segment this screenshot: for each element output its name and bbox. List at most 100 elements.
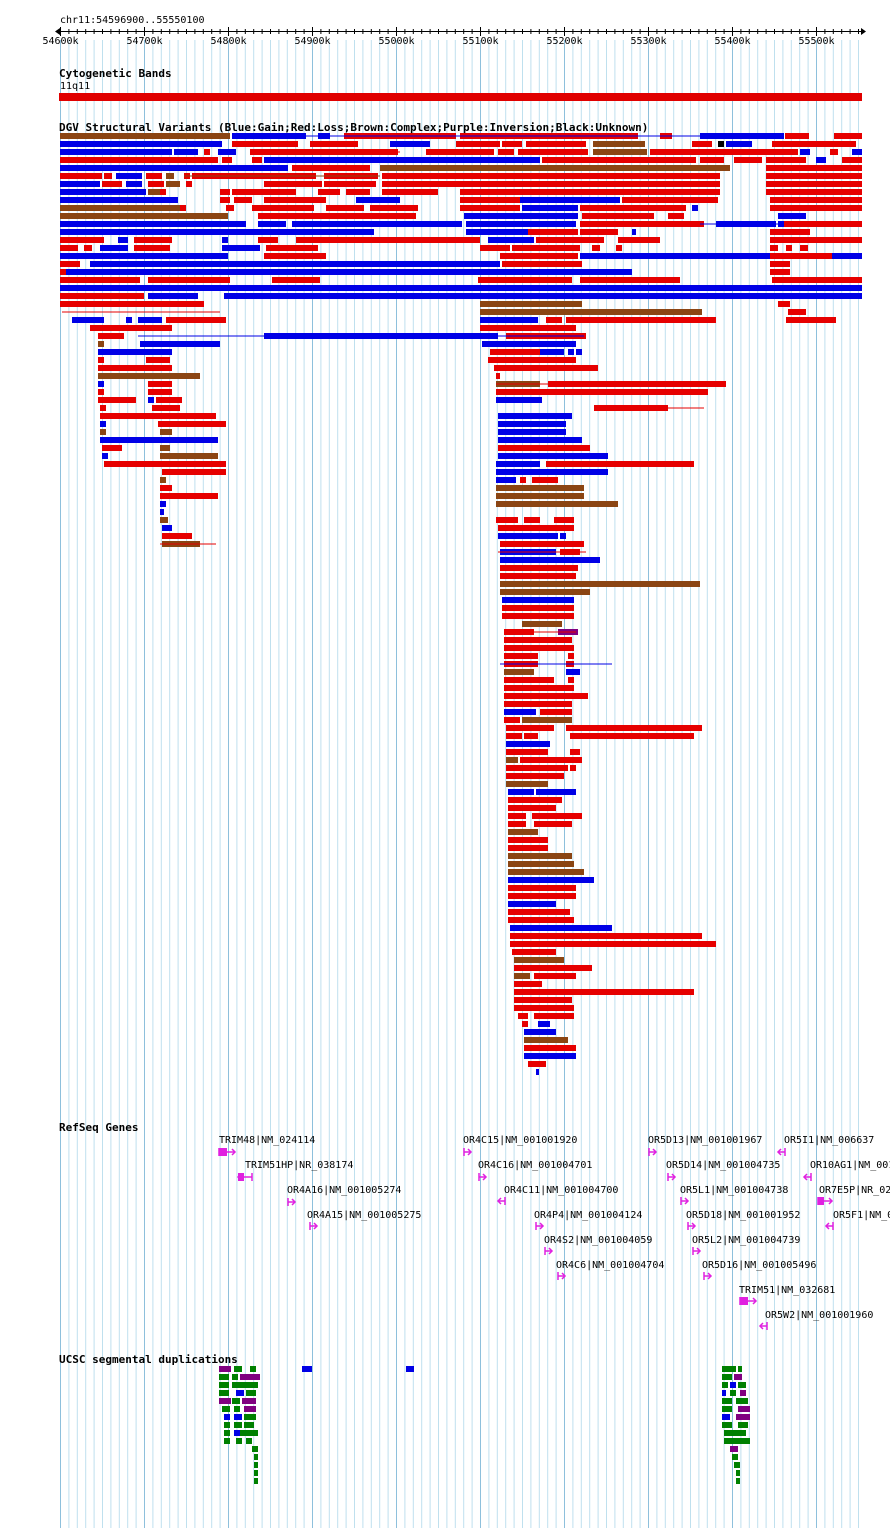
variant-bar bbox=[522, 1021, 528, 1027]
gene-label[interactable]: TRIM48|NM_024114 bbox=[219, 1135, 316, 1146]
variant-bar bbox=[90, 325, 172, 331]
variant-bar bbox=[60, 269, 66, 275]
gene-label[interactable]: TRIM51HP|NR_038174 bbox=[245, 1160, 354, 1171]
variant-bar bbox=[60, 293, 144, 299]
ruler-tick-label: 55200k bbox=[546, 36, 582, 47]
variant-bar bbox=[104, 461, 226, 467]
variant-bar bbox=[220, 189, 230, 195]
variant-bar bbox=[72, 317, 104, 323]
segdup-block bbox=[724, 1438, 750, 1444]
gene-label[interactable]: OR5D13|NM_001001967 bbox=[648, 1135, 763, 1146]
segdup-block bbox=[302, 1366, 312, 1372]
variant-bar bbox=[568, 653, 574, 659]
variant-bar bbox=[526, 141, 586, 147]
variant-bar bbox=[568, 677, 574, 683]
variant-bar bbox=[508, 829, 538, 835]
variant-bar bbox=[852, 149, 862, 155]
variant-bar bbox=[536, 237, 604, 243]
segdup-block bbox=[734, 1374, 742, 1380]
segdup-block bbox=[738, 1366, 742, 1372]
variant-bar bbox=[162, 525, 172, 531]
segdup-block bbox=[406, 1366, 414, 1372]
variant-bar bbox=[272, 277, 320, 283]
gene-label[interactable]: OR5L2|NM_001004739 bbox=[692, 1235, 801, 1246]
variant-bar bbox=[770, 229, 810, 235]
variant-bar bbox=[506, 725, 530, 731]
gene-label[interactable]: OR5D18|NM_001001952 bbox=[686, 1210, 801, 1221]
gene-label[interactable]: OR4C16|NM_001004701 bbox=[478, 1160, 593, 1171]
variant-bar bbox=[520, 197, 620, 203]
variant-bar bbox=[98, 381, 104, 387]
gene-glyph bbox=[703, 1272, 713, 1280]
gene-label[interactable]: OR5I1|NM_006637 bbox=[784, 1135, 875, 1146]
gene-label[interactable]: OR4A15|NM_001005275 bbox=[307, 1210, 422, 1221]
gene-label[interactable]: OR5F1|NM_0 bbox=[833, 1210, 890, 1221]
variant-bar bbox=[504, 669, 534, 675]
variant-bar bbox=[534, 821, 572, 827]
variant-bar bbox=[524, 733, 538, 739]
gene-label[interactable]: OR4S2|NM_001004059 bbox=[544, 1235, 653, 1246]
segdup-block bbox=[738, 1406, 750, 1412]
gene-label[interactable]: OR5D16|NM_001005496 bbox=[702, 1260, 817, 1271]
variant-bar bbox=[66, 269, 632, 275]
cytoband-label: 11q11 bbox=[60, 81, 91, 92]
variant-bar bbox=[512, 949, 556, 955]
cytoband-11q11[interactable] bbox=[59, 93, 862, 101]
segdup-block bbox=[738, 1422, 748, 1428]
gene-label[interactable]: OR4C6|NM_001004704 bbox=[556, 1260, 665, 1271]
variant-bar bbox=[498, 533, 558, 539]
variant-bar bbox=[496, 389, 708, 395]
ruler-tick-label: 54600k bbox=[42, 36, 78, 47]
gene-label[interactable]: OR4C11|NM_001004700 bbox=[504, 1185, 619, 1196]
refseq-track-title: RefSeq Genes bbox=[59, 1121, 139, 1134]
gene-label[interactable]: OR4P4|NM_001004124 bbox=[534, 1210, 643, 1221]
variant-bar bbox=[480, 309, 702, 315]
variant-bar bbox=[778, 213, 806, 219]
gene-label[interactable]: OR7E5P|NR_02 bbox=[819, 1185, 890, 1196]
variant-bar bbox=[60, 189, 146, 195]
variant-bar bbox=[512, 245, 580, 251]
segdup-block bbox=[219, 1382, 229, 1388]
gene-glyph bbox=[758, 1322, 768, 1330]
segdup-block bbox=[240, 1430, 258, 1436]
variant-bar bbox=[786, 245, 792, 251]
segdup-block bbox=[234, 1414, 242, 1420]
variant-bar bbox=[622, 197, 718, 203]
variant-bar bbox=[506, 733, 522, 739]
segdup-block bbox=[254, 1454, 258, 1460]
variant-bar bbox=[834, 133, 862, 139]
gene-label[interactable]: OR5W2|NM_001001960 bbox=[765, 1310, 874, 1321]
gene-label[interactable]: TRIM51|NM_032681 bbox=[739, 1285, 836, 1296]
variant-bar bbox=[508, 853, 572, 859]
variant-bar bbox=[522, 205, 578, 211]
variant-bar bbox=[508, 901, 556, 907]
variant-bar bbox=[292, 165, 370, 171]
variant-bar bbox=[514, 973, 530, 979]
gene-label[interactable]: OR10AG1|NM_001 bbox=[810, 1160, 890, 1171]
variant-bar bbox=[528, 1061, 546, 1067]
variant-bar bbox=[500, 589, 590, 595]
ruler-tick-label: 55500k bbox=[798, 36, 834, 47]
segdup-block bbox=[722, 1414, 730, 1420]
gene-label[interactable]: OR5L1|NM_001004738 bbox=[680, 1185, 789, 1196]
variant-bar bbox=[498, 453, 608, 459]
variant-bar bbox=[692, 141, 712, 147]
variant-bar bbox=[222, 245, 260, 251]
variant-bar bbox=[60, 261, 80, 267]
gene-glyph bbox=[680, 1197, 690, 1205]
variant-bar bbox=[632, 229, 636, 235]
variant-bar bbox=[570, 733, 694, 739]
variant-bar bbox=[146, 357, 170, 363]
gene-label[interactable]: OR4A16|NM_001005274 bbox=[287, 1185, 402, 1196]
gene-label[interactable]: OR4C15|NM_001001920 bbox=[463, 1135, 578, 1146]
ruler-tick-label: 54900k bbox=[294, 36, 330, 47]
gene-label[interactable]: OR5D14|NM_001004735 bbox=[666, 1160, 781, 1171]
variant-bar bbox=[498, 525, 574, 531]
variant-bar bbox=[60, 237, 104, 243]
segdup-block bbox=[734, 1462, 740, 1468]
variant-bar bbox=[160, 493, 218, 499]
segdup-block bbox=[224, 1430, 230, 1436]
